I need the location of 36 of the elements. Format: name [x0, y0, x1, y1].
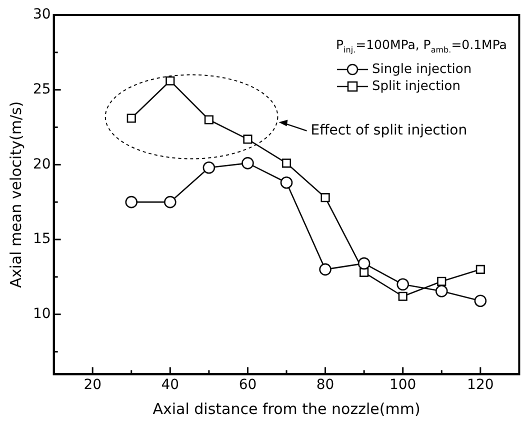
point	[435, 284, 448, 298]
point	[125, 196, 138, 208]
y-tick-label: 10	[32, 306, 51, 322]
point	[437, 276, 446, 286]
annotation: Effect of split injection	[310, 122, 468, 138]
x-tick-label: 80	[316, 377, 334, 394]
y-tick-label: 25	[32, 81, 51, 98]
x-tick-label: 120	[467, 377, 494, 394]
point	[204, 115, 214, 124]
y-axis-title: Axial mean velocity(m/s)	[6, 101, 25, 288]
point	[126, 114, 136, 123]
point	[243, 134, 252, 144]
point	[166, 76, 175, 86]
point	[242, 157, 254, 170]
legend-label: Split injection	[372, 78, 460, 94]
point	[280, 176, 293, 189]
y-tick-label: 20	[32, 156, 51, 172]
point	[282, 158, 292, 168]
point	[320, 193, 330, 202]
x-tick-label: 40	[161, 377, 180, 394]
point	[358, 257, 370, 270]
point	[398, 292, 408, 301]
point	[474, 294, 487, 308]
x-tick-label: 60	[238, 377, 257, 394]
point	[202, 162, 216, 174]
point	[319, 263, 332, 276]
legend-label: Single injection	[372, 60, 472, 78]
point	[164, 196, 176, 208]
y-tick-label: 30	[32, 6, 51, 23]
point	[396, 278, 410, 291]
x-tick-label: 20	[84, 377, 102, 394]
legend-title: P$_{inj.}$=100MPa, P$_{amb.}$=0.1MPa	[336, 36, 507, 56]
y-tick-label: 15	[32, 231, 51, 248]
x-tick-label: 100	[389, 377, 416, 394]
point	[476, 264, 485, 274]
x-axis-title: Axial distance from the nozzle(mm)	[152, 400, 420, 418]
